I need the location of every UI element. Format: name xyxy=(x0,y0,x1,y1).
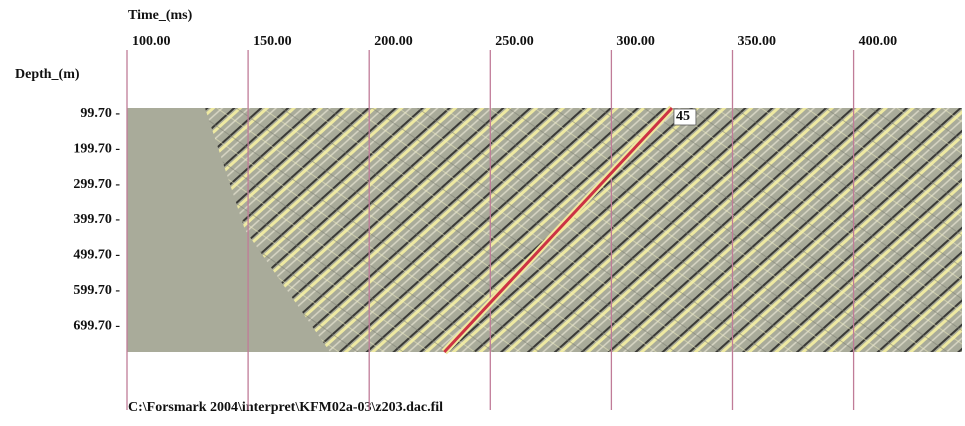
x-tick-label: 350.00 xyxy=(737,34,776,49)
y-tick-label: 399.70 - xyxy=(73,212,120,227)
x-tick-label: 400.00 xyxy=(859,34,898,49)
y-tick-label: 99.70 - xyxy=(80,106,120,121)
y-axis-label: Depth_(m) xyxy=(15,67,80,82)
x-tick-label: 200.00 xyxy=(374,34,413,49)
y-tick-label: 499.70 - xyxy=(73,248,120,263)
y-tick-label: 599.70 - xyxy=(73,283,120,298)
x-tick-label: 250.00 xyxy=(495,34,534,49)
x-tick-label: 100.00 xyxy=(132,34,171,49)
x-tick-label: 150.00 xyxy=(253,34,292,49)
x-axis-label: Time_(ms) xyxy=(128,8,193,23)
y-tick-label: 699.70 - xyxy=(73,318,120,333)
x-tick-label: 300.00 xyxy=(616,34,655,49)
pick-label: 45 xyxy=(676,109,690,124)
y-tick-label: 299.70 - xyxy=(73,177,120,192)
page: Time_(ms) Depth_(m) C:\Forsmark 2004\int… xyxy=(0,0,965,421)
y-tick-label: 199.70 - xyxy=(73,141,120,156)
section-image xyxy=(127,108,962,352)
file-caption: C:\Forsmark 2004\interpret\KFM02a-03\z20… xyxy=(128,400,443,415)
chart: Time_(ms) Depth_(m) C:\Forsmark 2004\int… xyxy=(0,0,965,421)
